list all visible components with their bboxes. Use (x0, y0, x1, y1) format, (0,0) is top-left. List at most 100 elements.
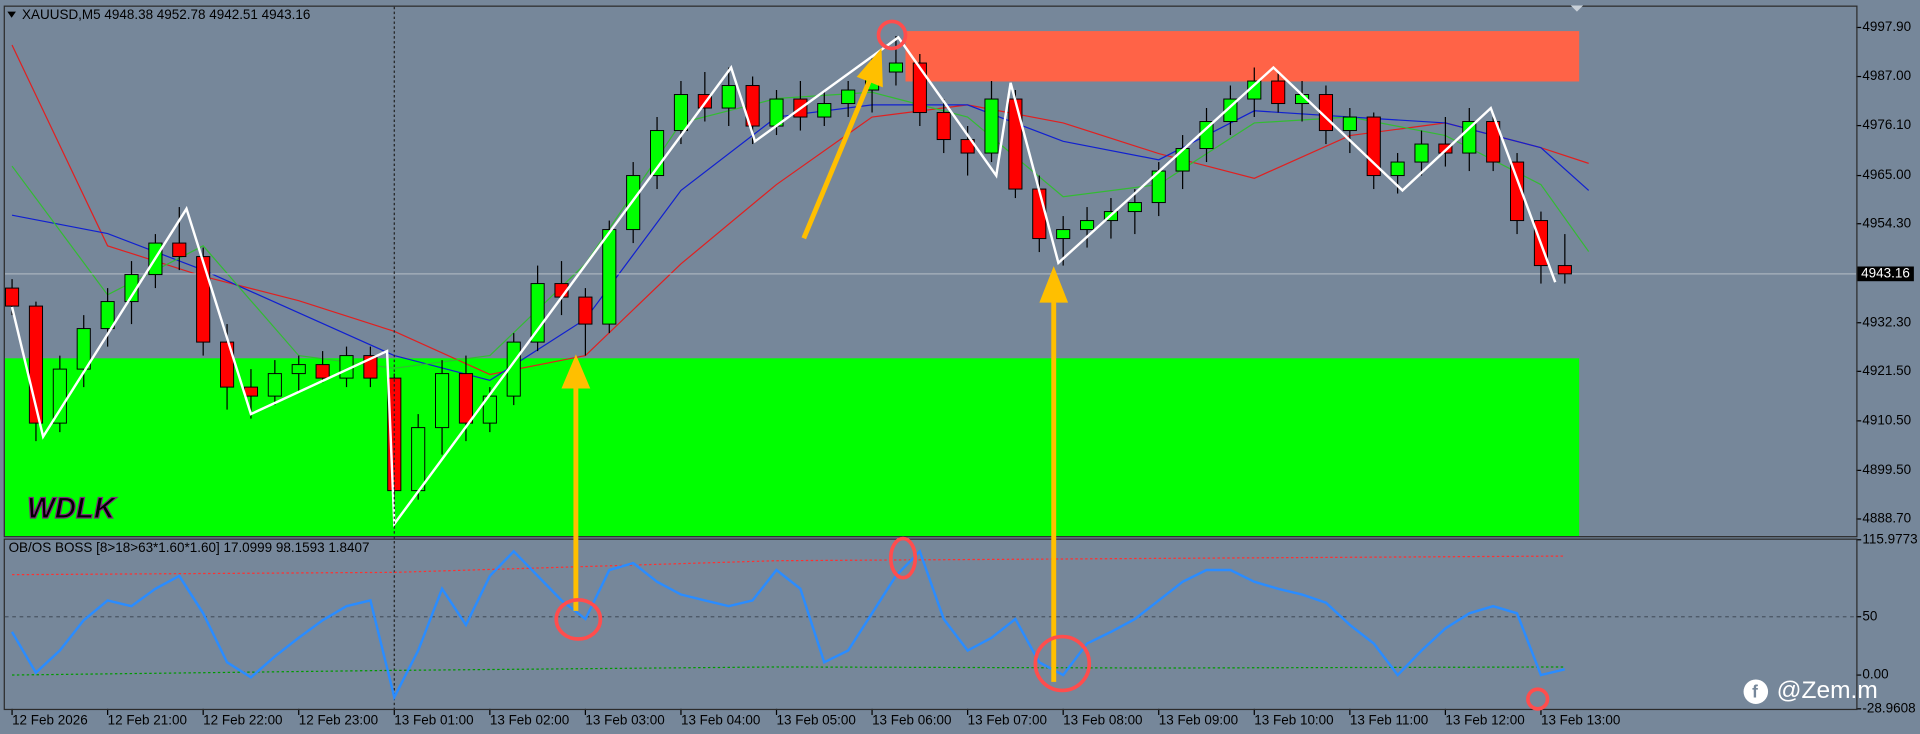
candle-body (602, 229, 617, 325)
y-tick-label: 50 (1862, 608, 1877, 623)
candle-body (1390, 161, 1405, 177)
x-tick-label: 13 Feb 10:00 (1254, 713, 1333, 728)
panel-title: OB/OS BOSS [8>18>63*1.60*1.60] 17.0999 9… (9, 540, 370, 555)
facebook-icon (1743, 679, 1769, 704)
y-tick-label: 4965.00 (1862, 167, 1911, 182)
panel-title: XAUUSD,M5 4948.38 4952.78 4942.51 4943.1… (22, 7, 310, 22)
candle-body (1462, 121, 1477, 154)
candle-body (673, 94, 689, 132)
candle-body (100, 301, 115, 330)
main-panel-border (3, 5, 1858, 538)
y-tick-label: 4954.30 (1862, 215, 1911, 230)
candle-body (578, 296, 593, 325)
series-line (12, 666, 1565, 676)
y-tick-label: 4932.30 (1862, 314, 1911, 329)
candle-body (196, 256, 211, 343)
oscillator-panel-border (3, 538, 1858, 711)
zone (905, 31, 1580, 82)
candle-body (52, 368, 67, 424)
menu-triangle[interactable] (7, 11, 16, 18)
candle-body (817, 103, 832, 118)
candle-body (267, 373, 282, 397)
circle (876, 19, 908, 51)
circle (1526, 687, 1550, 711)
candle-body (1056, 229, 1071, 240)
circle (888, 536, 918, 580)
arrows (561, 48, 1069, 682)
arrow-head (1039, 266, 1069, 303)
zone (4, 358, 1580, 537)
y-tick-label: -28.9608 (1862, 700, 1915, 715)
candle-body (745, 85, 760, 127)
x-tick-label: 13 Feb 07:00 (968, 713, 1047, 728)
candle-body (1414, 143, 1429, 163)
candle-body (1342, 116, 1357, 132)
x-tick-label: 12 Feb 21:00 (108, 713, 187, 728)
candle-body (1127, 202, 1142, 213)
candle-body (1008, 98, 1023, 190)
arrow (801, 75, 874, 240)
x-tick-label: 12 Feb 2026 (12, 713, 88, 728)
candle-body (411, 427, 426, 492)
candle-body (291, 364, 306, 375)
candle-body (1486, 121, 1501, 163)
candle-body (912, 62, 927, 114)
highlight-circles (554, 19, 1550, 711)
candle-body (458, 373, 474, 424)
x-tick-label: 13 Feb 11:00 (1350, 713, 1428, 728)
facebook-letter: f (1752, 681, 1758, 701)
candle-body (1271, 80, 1286, 105)
y-tick-label: 4899.50 (1862, 462, 1911, 477)
watermark: @Zem.m (1777, 677, 1878, 704)
x-tick-label: 13 Feb 05:00 (777, 713, 856, 728)
candle-body (435, 373, 450, 429)
series-line (11, 44, 1589, 376)
x-tick-label: 12 Feb 23:00 (299, 713, 378, 728)
y-tick-label: 115.9773 (1862, 531, 1917, 546)
series-line (10, 35, 1557, 528)
candle-body (1080, 220, 1095, 231)
y-tick-label: 4921.50 (1862, 363, 1911, 378)
circle (554, 597, 603, 641)
candle-body (984, 98, 999, 154)
logo: WDLK (27, 492, 117, 525)
y-tick-label: 0.00 (1862, 667, 1888, 682)
candle-body (243, 386, 259, 397)
y-tick-label: 4976.10 (1862, 117, 1911, 132)
x-tick-label: 13 Feb 06:00 (872, 713, 951, 728)
circle (1033, 634, 1092, 693)
candle-body (626, 175, 641, 231)
candle-body (1438, 143, 1453, 154)
y-tick-label: 4987.00 (1862, 68, 1911, 83)
candle-body (1032, 188, 1047, 240)
annotations: WDLK f @Zem.m (3, 5, 1878, 711)
candle-body (124, 274, 139, 303)
panel (4, 549, 1857, 701)
price-label-box (1857, 266, 1914, 282)
x-tick-label: 13 Feb 04:00 (681, 713, 760, 728)
candle-body (841, 89, 856, 105)
y-tick-label: 4997.90 (1862, 19, 1911, 34)
candle-body (172, 242, 187, 258)
x-tick-label: 13 Feb 09:00 (1159, 713, 1238, 728)
x-tick-label: 13 Feb 01:00 (394, 713, 473, 728)
candle-body (721, 85, 736, 109)
x-tick-label: 13 Feb 08:00 (1063, 713, 1142, 728)
arrow-head (856, 48, 883, 88)
arrow-head (561, 354, 591, 389)
candle-body (5, 287, 20, 307)
candle-body (1557, 265, 1572, 275)
x-tick-label: 13 Feb 03:00 (585, 713, 664, 728)
series-line (10, 549, 1566, 701)
candle-body (1510, 161, 1525, 222)
y-tick-label: 4910.50 (1862, 412, 1911, 427)
y-tick-label: 4888.70 (1862, 511, 1911, 526)
shift-marker (1570, 5, 1584, 12)
candle-body (888, 62, 904, 73)
candle-body (315, 364, 330, 379)
x-tick-label: 13 Feb 12:00 (1445, 713, 1524, 728)
candle-body (530, 283, 545, 343)
x-tick-label: 13 Feb 02:00 (490, 713, 569, 728)
